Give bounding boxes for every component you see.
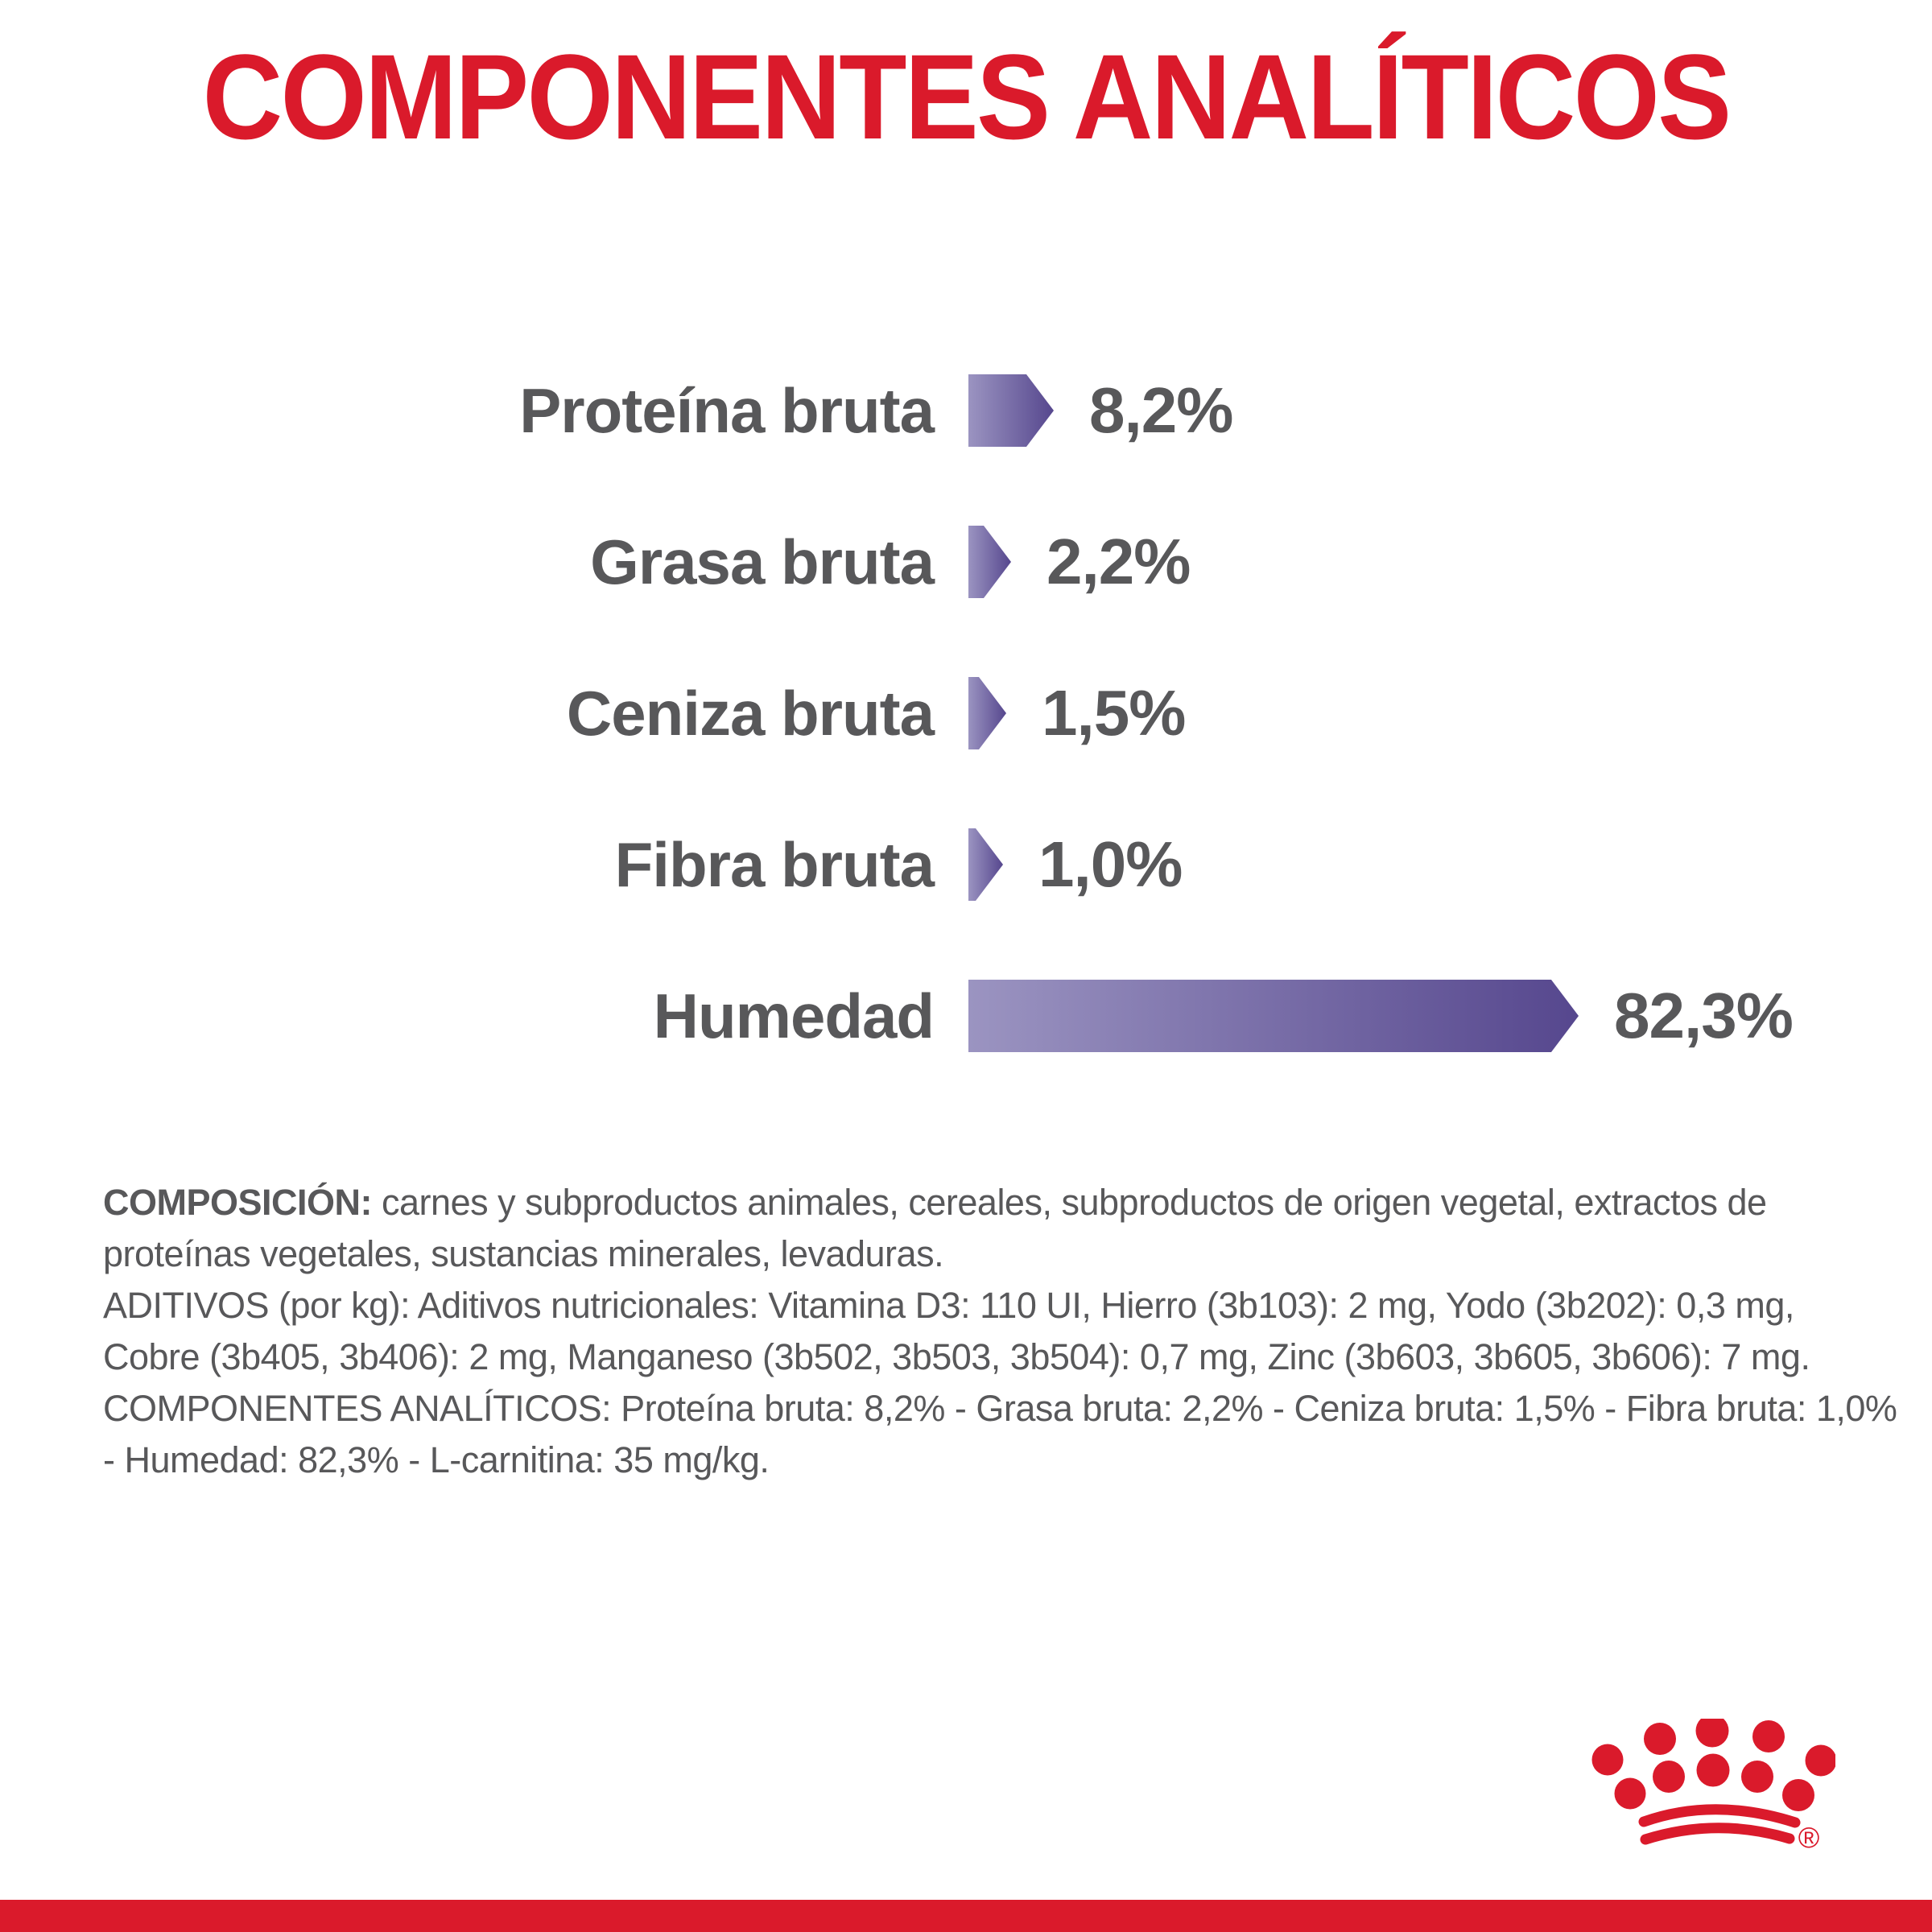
composition-text-block: COMPOSICIÓN: carnes y subproductos anima… <box>103 1177 1897 1486</box>
chart-row: Ceniza bruta 1,5% <box>0 677 1932 749</box>
chart-row: Proteína bruta 8,2% <box>0 374 1932 447</box>
crown-dots <box>1591 1719 1835 1811</box>
composition-line: COMPOSICIÓN: carnes y subproductos anima… <box>103 1177 1852 1228</box>
additives-line: Cobre (3b405, 3b406): 2 mg, Manganeso (3… <box>103 1336 1810 1377</box>
royal-canin-crown-logo: ® <box>1591 1719 1835 1854</box>
bar-ash <box>968 677 1006 749</box>
bar-protein <box>968 374 1054 447</box>
composition-heading: COMPOSICIÓN: <box>103 1182 373 1223</box>
bar-value: 82,3% <box>1614 980 1794 1051</box>
bar-label: Ceniza bruta <box>566 677 935 749</box>
chart-row: Humedad 82,3% <box>0 980 1932 1052</box>
bar-label: Humedad <box>653 980 935 1051</box>
bar-fibre <box>968 828 1003 901</box>
analytical-components-chart: Proteína bruta 8,2% Grasa bruta 2,2% Cen… <box>0 374 1932 1131</box>
composition-line-rest: carnes y subproductos animales, cereales… <box>382 1182 1767 1223</box>
bar-fat <box>968 526 1011 598</box>
registered-trademark: ® <box>1798 1821 1820 1854</box>
bar-value: 2,2% <box>1046 526 1191 597</box>
analytical-constituents-line: - Humedad: 82,3% - L-carnitina: 35 mg/kg… <box>103 1439 770 1480</box>
bar-value: 1,5% <box>1042 677 1186 749</box>
bar-moisture <box>968 980 1579 1052</box>
chart-row: Grasa bruta 2,2% <box>0 526 1932 598</box>
brand-red-bar <box>0 1900 1932 1932</box>
bar-value: 1,0% <box>1038 828 1183 900</box>
page-title: COMPONENTES ANALÍTICOS <box>202 29 1732 164</box>
bar-label: Proteína bruta <box>519 374 935 446</box>
additives-line: ADITIVOS (por kg): Aditivos nutricionale… <box>103 1285 1794 1326</box>
bar-label: Grasa bruta <box>590 526 935 597</box>
bar-label: Fibra bruta <box>614 828 935 900</box>
crown-base-arcs <box>1638 1804 1801 1845</box>
analytical-constituents-line: COMPONENTES ANALÍTICOS: Proteína bruta: … <box>103 1388 1897 1429</box>
composition-line: proteínas vegetales, sustancias minerale… <box>103 1233 944 1274</box>
bar-value: 8,2% <box>1089 374 1233 446</box>
chart-row: Fibra bruta 1,0% <box>0 828 1932 901</box>
